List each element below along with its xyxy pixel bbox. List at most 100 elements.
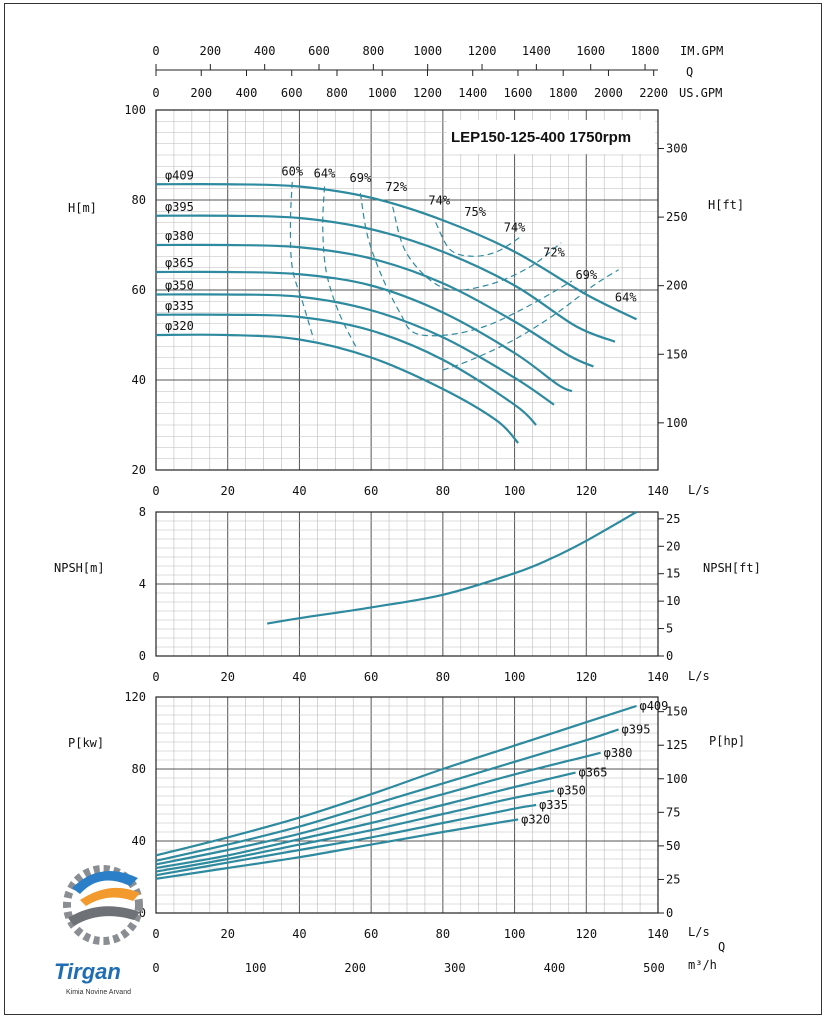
head-curve-φ335 — [155, 313, 537, 426]
y2-tick-label: 25 — [666, 872, 680, 886]
y-tick-label: 100 — [124, 103, 146, 117]
efficiency-label: 72% — [385, 180, 407, 194]
power-curve-label: φ380 — [604, 746, 633, 760]
y2-axis-label-npsh-ft: NPSH[ft] — [703, 561, 761, 575]
tirgan-logo: Tirgan Kimia Novine Arvand — [54, 865, 143, 996]
y2-tick-label: 150 — [666, 705, 688, 719]
usgpm-tick-label: 1600 — [504, 86, 533, 100]
power-curve-label: φ335 — [539, 798, 568, 812]
logo-subtitle: Kimia Novine Arvand — [66, 989, 131, 996]
usgpm-axis-label: US.GPM — [679, 86, 722, 100]
plot-border — [155, 511, 659, 657]
imgpm-tick-label: 1800 — [631, 44, 660, 58]
imgpm-tick-label: 600 — [308, 44, 330, 58]
usgpm-tick-label: 1000 — [368, 86, 397, 100]
efficiency-curve — [322, 186, 358, 349]
y-tick-label: 8 — [139, 505, 146, 519]
power-curve-label: φ350 — [557, 784, 586, 798]
y-tick-label: 0 — [139, 649, 146, 663]
x-tick-label: 0 — [152, 484, 159, 498]
y-tick-label: 120 — [124, 690, 146, 704]
head-curve-φ395 — [155, 214, 616, 343]
power-curve-φ380 — [155, 751, 601, 866]
y2-axis-label-power-hp: P[hp] — [709, 734, 745, 748]
efficiency-label: 64% — [615, 290, 637, 304]
m3h-axis-label: m³/h — [688, 958, 717, 972]
logo-swoosh-blue — [72, 870, 138, 894]
title-box — [447, 120, 655, 154]
x-tick-label: 120 — [575, 927, 597, 941]
x-tick-label: 140 — [647, 484, 669, 498]
m3h-tick-label: 500 — [643, 961, 665, 975]
efficiency-curve — [359, 193, 573, 337]
power-curve-φ409 — [155, 704, 637, 857]
npsh-curve — [266, 511, 638, 625]
imgpm-tick-label: 1000 — [413, 44, 442, 58]
usgpm-tick-label: 400 — [236, 86, 258, 100]
y2-tick-label: 100 — [666, 416, 688, 430]
head-curve-label: φ395 — [165, 200, 194, 214]
power-curve-label: φ320 — [521, 812, 550, 826]
y-tick-label: 80 — [132, 193, 146, 207]
x-tick-label: 20 — [220, 484, 234, 498]
efficiency-label: 69% — [350, 171, 372, 185]
imgpm-tick-label: 1400 — [522, 44, 551, 58]
y2-tick-label: 250 — [666, 210, 688, 224]
power-curve-label: φ409 — [639, 699, 668, 713]
power-curve-label: φ365 — [579, 766, 608, 780]
y-tick-label: 80 — [132, 762, 146, 776]
x-tick-label: 40 — [292, 484, 306, 498]
efficiency-label: 72% — [543, 245, 565, 259]
x-axis-label-top: L/s — [688, 483, 710, 497]
head-curve-φ365 — [155, 270, 573, 393]
power-curve-φ365 — [155, 771, 576, 870]
y2-axis-label-head-ft: H[ft] — [708, 198, 744, 212]
power-curve-φ335 — [155, 803, 537, 877]
plot-border — [155, 109, 659, 471]
usgpm-tick-label: 200 — [190, 86, 212, 100]
x-axis-label-mid: L/s — [688, 669, 710, 683]
efficiency-label: 75% — [464, 205, 486, 219]
y-axis-label-head-m: H[m] — [68, 201, 97, 215]
logo-swoosh-gray — [68, 906, 140, 926]
x-tick-label: 100 — [504, 927, 526, 941]
y-tick-label: 4 — [139, 577, 146, 591]
y-tick-label: 60 — [132, 283, 146, 297]
efficiency-label: 74% — [504, 221, 526, 235]
x-tick-label: 100 — [504, 670, 526, 684]
m3h-tick-label: 300 — [444, 961, 466, 975]
y-axis-label-power-kw: P[kw] — [68, 736, 104, 750]
y-tick-label: 0 — [139, 906, 146, 920]
imgpm-tick-label: 1600 — [576, 44, 605, 58]
m3h-tick-label: 0 — [152, 961, 159, 975]
plot-border — [155, 696, 659, 914]
x-tick-label: 60 — [364, 670, 378, 684]
imgpm-tick-label: 400 — [254, 44, 276, 58]
usgpm-tick-label: 2200 — [639, 86, 668, 100]
x-tick-label: 80 — [436, 927, 450, 941]
x-tick-label: 40 — [292, 927, 306, 941]
head-curve-label: φ335 — [165, 299, 194, 313]
usgpm-tick-label: 800 — [326, 86, 348, 100]
usgpm-tick-label: 2000 — [594, 86, 623, 100]
efficiency-curve — [435, 222, 523, 257]
y2-tick-label: 50 — [666, 839, 680, 853]
y2-tick-label: 125 — [666, 738, 688, 752]
x-tick-label: 140 — [647, 670, 669, 684]
y2-tick-label: 25 — [666, 512, 680, 526]
x-tick-label: 80 — [436, 670, 450, 684]
imgpm-tick-label: 0 — [152, 44, 159, 58]
q-label-bottom: Q — [718, 940, 725, 954]
x-tick-label: 140 — [647, 927, 669, 941]
y2-tick-label: 0 — [666, 649, 673, 663]
efficiency-curve — [392, 206, 562, 291]
x-tick-label: 40 — [292, 670, 306, 684]
x-tick-label: 20 — [220, 927, 234, 941]
imgpm-axis-label: IM.GPM — [680, 44, 723, 58]
head-curve-label: φ409 — [165, 168, 194, 182]
x-tick-label: 120 — [575, 484, 597, 498]
gear-icon — [63, 865, 143, 945]
efficiency-label: 69% — [575, 268, 597, 282]
power-curve-φ395 — [155, 728, 619, 862]
